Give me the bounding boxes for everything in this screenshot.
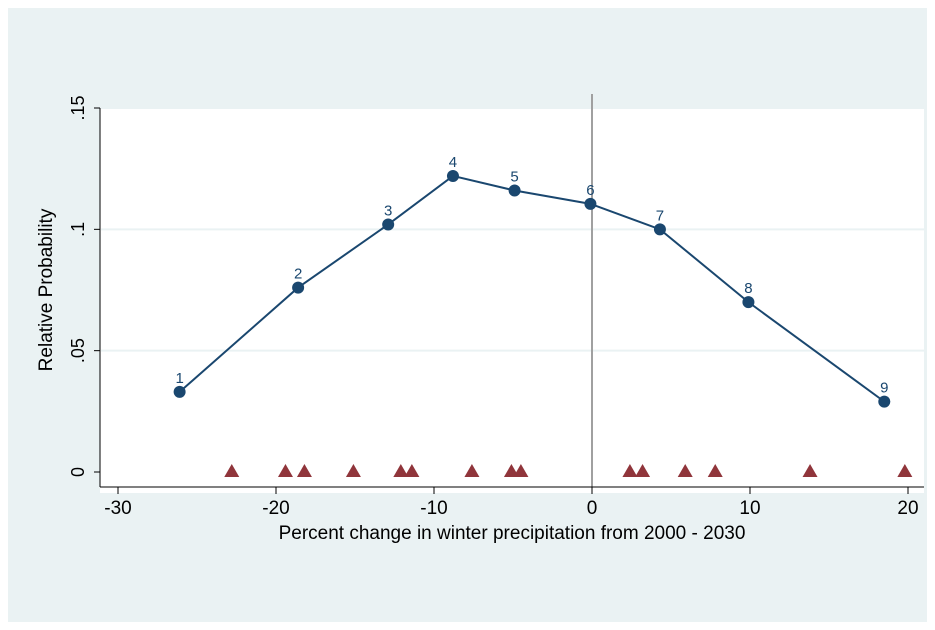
data-label: 9 <box>880 380 888 397</box>
data-point-triangle <box>296 464 312 477</box>
data-point-triangle <box>464 464 480 477</box>
data-point-triangle <box>345 464 361 477</box>
data-point <box>292 281 305 294</box>
chart-background: -30 -20 -10 0 10 20 0 .05 .1 .15 1 2 3 4 5 6 7 8 9 Perce… <box>8 8 927 622</box>
x-axis-title: Percent change in winter precipitation f… <box>279 523 746 544</box>
data-label: 8 <box>744 280 752 297</box>
y-tick-label: 0 <box>68 467 88 477</box>
y-tick-label: .15 <box>68 95 88 120</box>
series-1: 1 2 3 4 5 6 7 8 9 <box>173 154 891 408</box>
data-label: 2 <box>294 266 302 283</box>
grid-lines <box>101 107 924 352</box>
data-point-triangle <box>224 464 240 477</box>
data-label: 1 <box>175 370 183 387</box>
x-tick-label: 10 <box>739 498 760 519</box>
data-point <box>878 395 891 408</box>
y-tick-label: .1 <box>68 222 88 237</box>
data-label: 5 <box>510 169 518 186</box>
data-point <box>508 184 521 197</box>
data-point-triangle <box>503 464 519 477</box>
x-tick-label: 20 <box>897 498 918 519</box>
plot-area <box>100 108 924 493</box>
data-point-triangle <box>802 464 818 477</box>
data-point-triangle <box>622 464 638 477</box>
data-label: 6 <box>586 182 594 199</box>
y-axis-title: Relative Probability <box>36 208 57 371</box>
data-label: 7 <box>656 207 664 224</box>
data-point-triangle <box>513 464 529 477</box>
data-point-triangle <box>677 464 693 477</box>
chart: -30 -20 -10 0 10 20 0 .05 .1 .15 1 2 3 4 5 6 7 8 9 Perce… <box>36 94 924 544</box>
data-point <box>446 169 459 182</box>
x-tick-label: 0 <box>587 498 598 519</box>
data-point <box>382 218 395 231</box>
data-point <box>653 223 666 236</box>
y-ticks: 0 .05 .1 .15 <box>68 95 100 477</box>
y-tick-label: .05 <box>68 338 88 363</box>
data-point <box>173 385 186 398</box>
series-layer: 1 2 3 4 5 6 7 8 9 <box>173 154 913 477</box>
data-point-triangle <box>897 464 913 477</box>
data-point-triangle <box>277 464 293 477</box>
data-point <box>584 197 597 210</box>
x-ticks: -30 -20 -10 0 10 20 <box>104 487 919 519</box>
x-tick-label: -20 <box>262 498 289 519</box>
series-2 <box>224 464 913 477</box>
data-point-triangle <box>404 464 420 477</box>
data-point <box>742 296 755 309</box>
data-point-triangle <box>707 464 723 477</box>
axes <box>99 108 924 488</box>
data-label: 4 <box>449 154 457 171</box>
data-point-triangle <box>635 464 651 477</box>
data-point-triangle <box>393 464 409 477</box>
x-tick-label: -30 <box>104 498 131 519</box>
data-label: 3 <box>384 202 392 219</box>
x-tick-label: -10 <box>420 498 447 519</box>
